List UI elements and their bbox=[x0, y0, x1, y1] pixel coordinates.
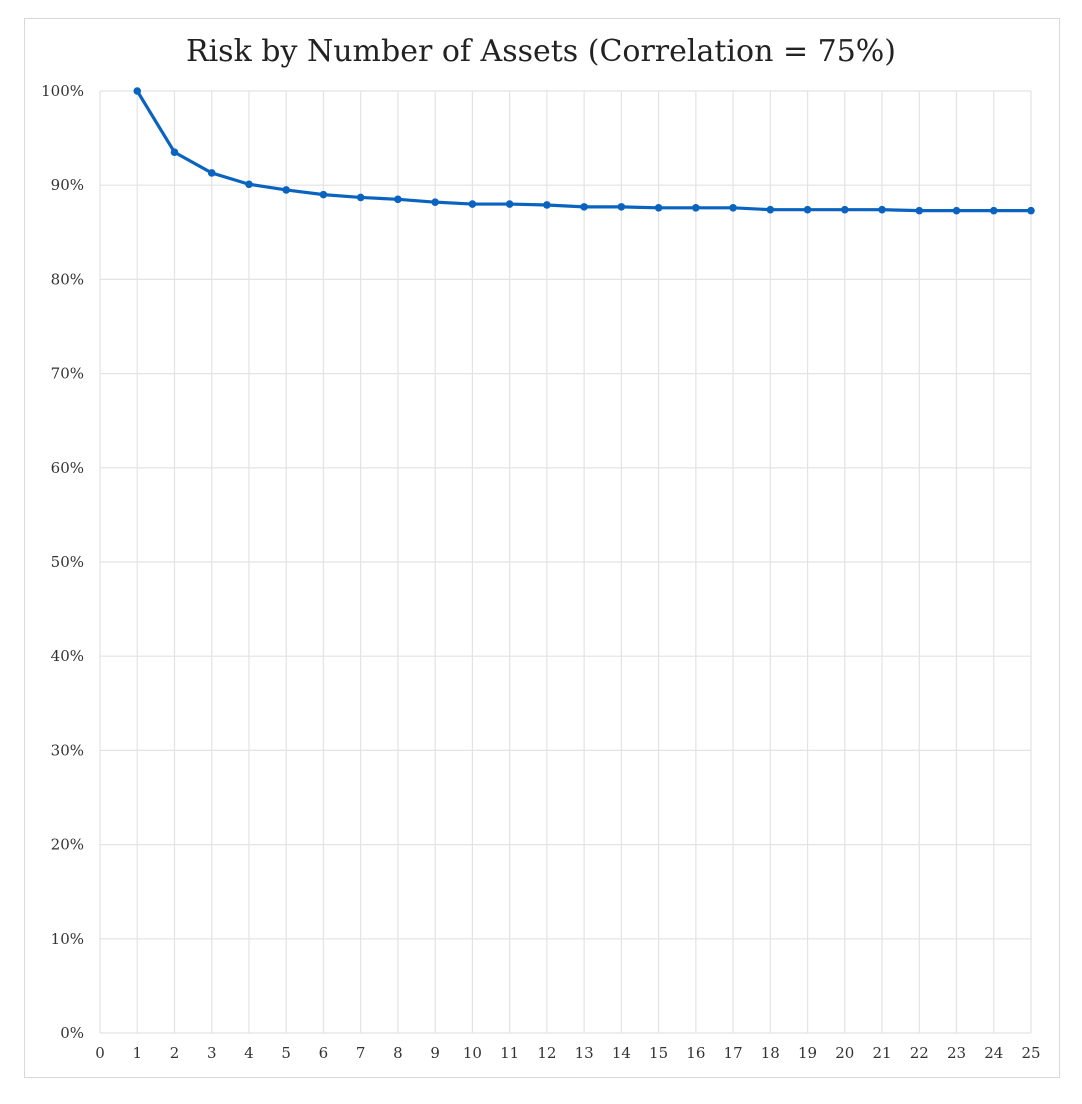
x-tick-label: 2 bbox=[170, 1044, 180, 1062]
y-tick-label: 100% bbox=[41, 82, 84, 100]
x-tick-label: 15 bbox=[649, 1044, 668, 1062]
y-tick-label: 70% bbox=[51, 365, 84, 383]
y-tick-label: 90% bbox=[51, 176, 84, 194]
grid-lines bbox=[99, 90, 1032, 1034]
y-tick-label: 10% bbox=[51, 930, 84, 948]
x-tick-label: 22 bbox=[910, 1044, 929, 1062]
y-tick-label: 50% bbox=[51, 553, 84, 571]
data-point bbox=[654, 204, 663, 212]
x-tick-label: 16 bbox=[686, 1044, 705, 1062]
data-point bbox=[692, 204, 700, 212]
y-tick-label: 0% bbox=[60, 1024, 84, 1042]
data-point bbox=[729, 204, 737, 212]
data-point bbox=[766, 205, 775, 214]
data-point bbox=[319, 190, 328, 199]
data-point bbox=[617, 203, 626, 211]
y-tick-label: 20% bbox=[51, 836, 84, 854]
data-point bbox=[394, 195, 402, 204]
x-tick-label: 9 bbox=[430, 1044, 440, 1062]
data-point bbox=[133, 87, 142, 95]
data-point bbox=[952, 206, 961, 215]
x-tick-label: 1 bbox=[132, 1044, 142, 1062]
x-tick-label: 7 bbox=[356, 1044, 366, 1062]
data-point bbox=[543, 201, 551, 209]
x-tick-label: 14 bbox=[612, 1044, 631, 1062]
x-tick-label: 8 bbox=[393, 1044, 403, 1062]
chart-frame bbox=[24, 18, 1060, 1078]
y-tick-label: 30% bbox=[51, 741, 84, 759]
x-tick-label: 13 bbox=[575, 1044, 594, 1062]
data-point bbox=[841, 205, 849, 214]
data-point bbox=[989, 206, 998, 215]
data-point bbox=[207, 169, 216, 177]
x-tick-label: 23 bbox=[947, 1044, 966, 1062]
data-point bbox=[245, 180, 253, 189]
data-point bbox=[580, 203, 588, 211]
data-point bbox=[878, 205, 886, 214]
data-point bbox=[803, 205, 812, 214]
y-tick-label: 80% bbox=[51, 270, 84, 288]
x-tick-label: 6 bbox=[319, 1044, 329, 1062]
data-point bbox=[282, 186, 291, 194]
x-tick-label: 5 bbox=[281, 1044, 291, 1062]
data-point bbox=[170, 148, 179, 157]
data-point bbox=[505, 200, 514, 208]
x-tick-label: 25 bbox=[1021, 1044, 1040, 1062]
x-tick-label: 20 bbox=[835, 1044, 854, 1062]
x-tick-label: 17 bbox=[724, 1044, 743, 1062]
x-tick-label: 3 bbox=[207, 1044, 217, 1062]
data-point bbox=[431, 198, 439, 206]
x-axis-tick-labels: 0 1 2 3 4 5 6 7 8 9 10 11 12 13 14 15 16 17 18 19 20 21 22 23 24… bbox=[95, 1044, 1040, 1062]
y-tick-label: 60% bbox=[51, 459, 84, 477]
series-points bbox=[133, 87, 1035, 215]
data-point bbox=[468, 200, 477, 208]
x-tick-label: 19 bbox=[798, 1044, 817, 1062]
x-tick-label: 12 bbox=[537, 1044, 556, 1062]
y-tick-label: 40% bbox=[51, 647, 84, 665]
x-tick-label: 0 bbox=[95, 1044, 105, 1062]
data-point bbox=[915, 206, 924, 215]
data-point bbox=[1027, 206, 1035, 215]
x-tick-label: 10 bbox=[463, 1044, 482, 1062]
x-tick-label: 18 bbox=[761, 1044, 780, 1062]
x-tick-label: 21 bbox=[872, 1044, 891, 1062]
data-point bbox=[356, 193, 365, 202]
y-axis-tick-labels: 0% 10% 20% 30% 40% 50% 60% 70% 80% 90% 100% bbox=[41, 82, 84, 1042]
x-tick-label: 24 bbox=[984, 1044, 1003, 1062]
x-tick-label: 4 bbox=[244, 1044, 254, 1062]
x-tick-label: 11 bbox=[500, 1044, 519, 1062]
chart-title: Risk by Number of Assets (Correlation = … bbox=[186, 34, 896, 69]
